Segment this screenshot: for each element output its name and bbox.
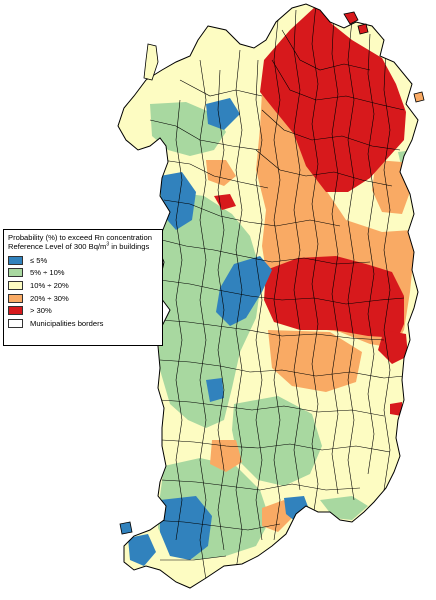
legend-swatch-red [8, 306, 23, 316]
legend-swatch-green [8, 268, 23, 278]
legend-row-borders: Municipalities borders [8, 317, 158, 330]
legend-row-below-5: ≤ 5% [8, 254, 158, 267]
region-20-30-southcoast [262, 500, 292, 532]
municipalities-borders [149, 4, 405, 581]
region-below-5-northwest [206, 98, 240, 130]
region-below-5-west2 [206, 378, 224, 402]
island-coastline [117, 3, 419, 589]
region-over-30-central [264, 256, 404, 338]
legend-title-line2: Reference Level of 300 Bq/m3 in building… [8, 242, 158, 251]
region-20-30-south [210, 440, 242, 472]
legend-swatch-orange [8, 293, 23, 303]
map-legend: Probability (%) to exceed Rn concentrati… [3, 229, 163, 346]
legend-title-line2-suffix: in buildings [109, 242, 150, 251]
legend-label-below-5: ≤ 5% [30, 255, 48, 265]
island-asinara [143, 43, 159, 81]
legend-title-line1: Probability (%) to exceed Rn concentrati… [8, 233, 152, 242]
legend-swatch-white [8, 318, 23, 328]
legend-label-10-20: 10% ÷ 20% [30, 280, 69, 290]
legend-row-5-10: 5% ÷ 10% [8, 267, 158, 280]
legend-label-borders: Municipalities borders [30, 318, 104, 328]
island-san-pietro [119, 521, 133, 535]
region-20-30-centraleast [268, 330, 362, 392]
region-over-30-southeast [390, 402, 402, 416]
legend-title: Probability (%) to exceed Rn concentrati… [8, 233, 158, 251]
legend-row-over-30: > 30% [8, 304, 158, 317]
legend-title-line2-sup: 3 [106, 241, 110, 248]
region-5-10-northwest [150, 102, 226, 156]
legend-title-line2-prefix: Reference Level of 300 Bq/m [8, 242, 107, 251]
legend-label-20-30: 20% ÷ 30% [30, 293, 69, 303]
legend-row-10-20: 10% ÷ 20% [8, 279, 158, 292]
region-below-5-southwest [160, 496, 212, 560]
island-caprera [357, 23, 369, 35]
island-tavolara [413, 91, 425, 103]
legend-row-20-30: 20% ÷ 30% [8, 292, 158, 305]
legend-label-over-30: > 30% [30, 306, 52, 316]
legend-swatch-blue [8, 255, 23, 265]
legend-label-5-10: 5% ÷ 10% [30, 268, 65, 278]
legend-swatch-yellow [8, 280, 23, 290]
island-maddalena [343, 11, 359, 25]
region-below-5-islandwest [128, 534, 156, 566]
